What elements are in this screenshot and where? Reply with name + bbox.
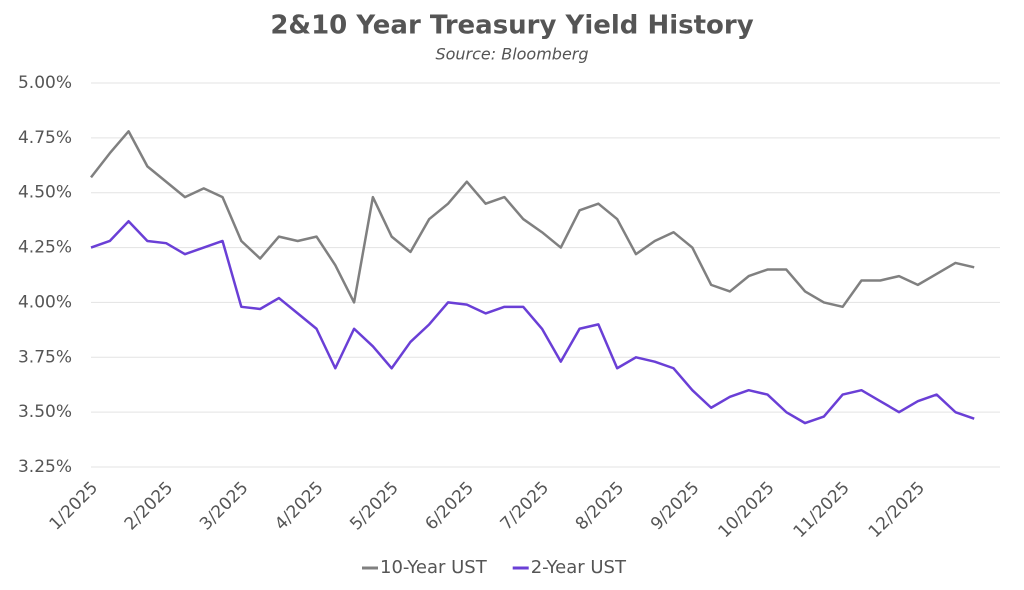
chart-title: 2&10 Year Treasury Yield History	[270, 11, 753, 41]
x-tick-label: 3/2025	[196, 478, 252, 534]
x-tick-label: 1/2025	[46, 478, 102, 534]
y-tick-label: 4.00%	[18, 292, 72, 312]
x-tick-label: 4/2025	[271, 478, 327, 534]
series-line	[90, 130, 975, 309]
legend-label: 10-Year UST	[380, 557, 488, 578]
y-tick-label: 3.25%	[18, 457, 72, 477]
y-tick-label: 3.75%	[18, 347, 72, 367]
y-tick-label: 4.50%	[18, 183, 72, 203]
x-tick-label: 2/2025	[121, 478, 177, 534]
x-tick-label: 9/2025	[647, 478, 703, 534]
x-tick-label: 11/2025	[790, 478, 854, 542]
y-tick-label: 4.75%	[18, 128, 72, 148]
y-tick-label: 3.50%	[18, 402, 72, 422]
x-tick-label: 5/2025	[346, 478, 402, 534]
x-tick-label: 6/2025	[421, 478, 477, 534]
x-tick-label: 10/2025	[714, 478, 778, 542]
x-tick-label: 7/2025	[497, 478, 553, 534]
y-tick-label: 4.25%	[18, 238, 72, 258]
x-tick-label: 12/2025	[865, 478, 929, 542]
legend-label: 2-Year UST	[531, 557, 627, 578]
series-line	[90, 219, 975, 425]
x-tick-label: 8/2025	[572, 478, 628, 534]
chart-subtitle: Source: Bloomberg	[435, 45, 588, 64]
y-tick-label: 5.00%	[18, 73, 72, 93]
